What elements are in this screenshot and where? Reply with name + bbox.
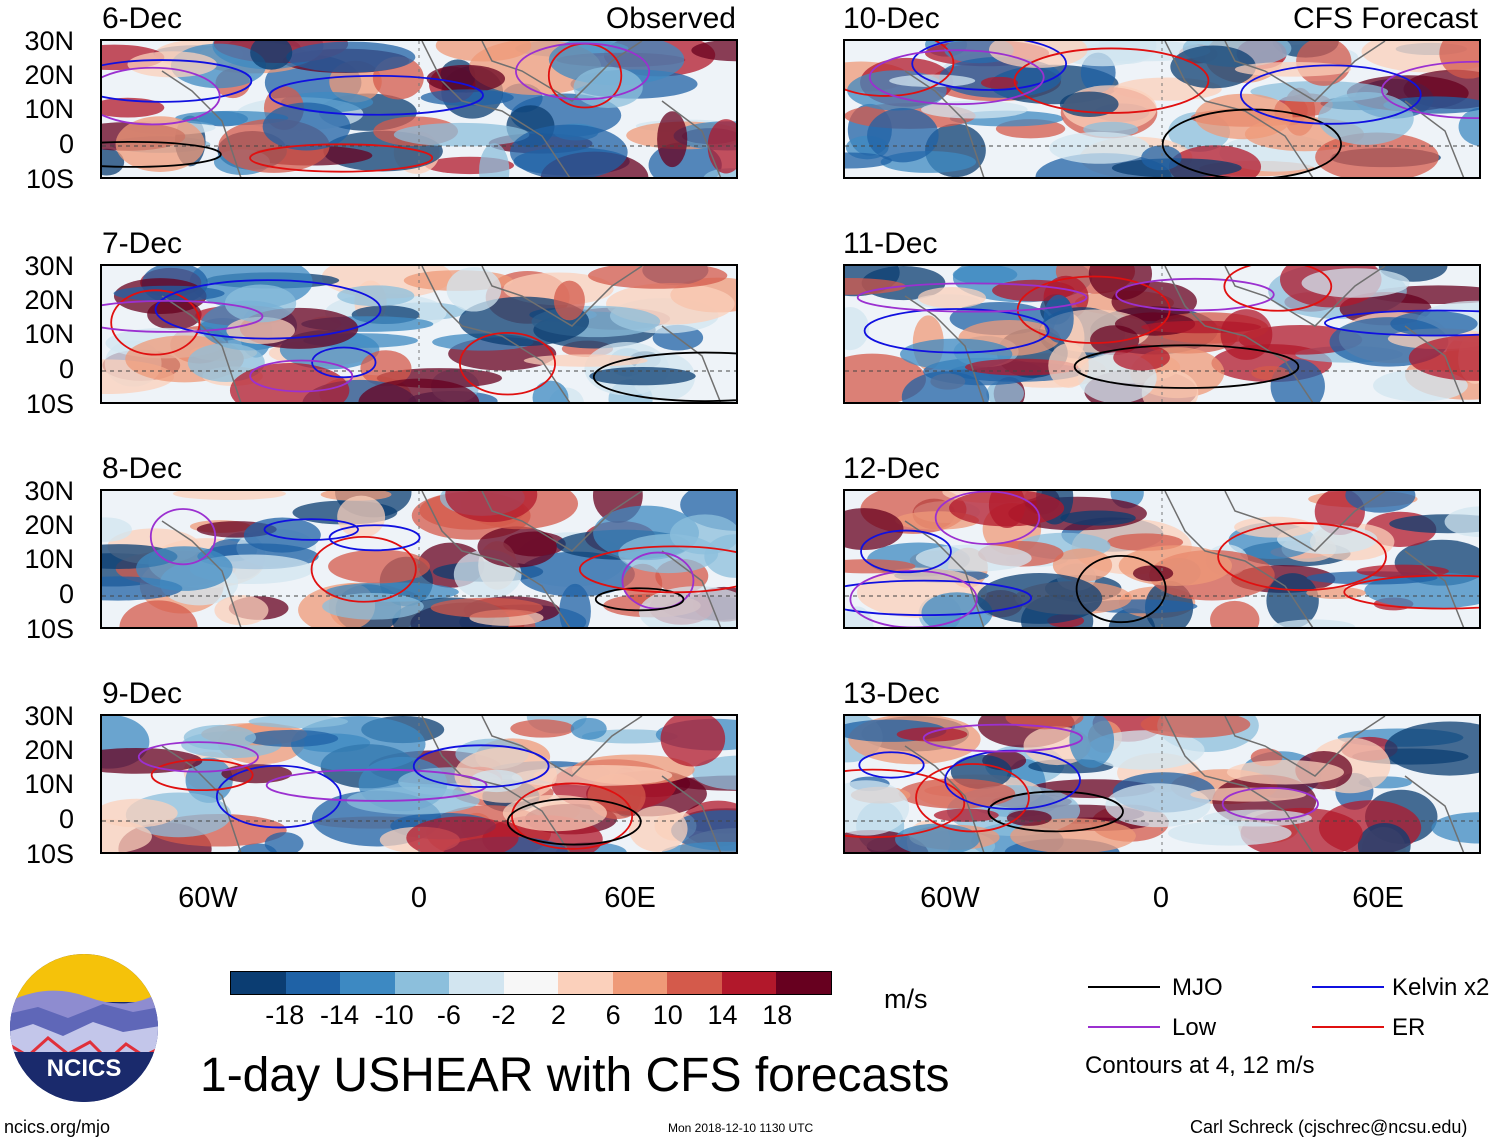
shear-field-9dec: [102, 716, 736, 852]
colorbar-swatch: [612, 972, 668, 994]
legend-line-low: [1088, 1026, 1160, 1028]
map-panel-8dec: [100, 489, 738, 629]
colorbar-swatch: [285, 972, 341, 994]
observed-label: Observed: [605, 2, 736, 35]
lat-label: 10N: [24, 94, 74, 124]
legend-label-er: ER: [1392, 1014, 1426, 1041]
lat-label: 10N: [24, 319, 74, 349]
lat-label: 0: [58, 354, 74, 384]
panel-date-13dec: 13-Dec: [843, 677, 940, 710]
map-panel-12dec: [843, 489, 1481, 629]
panel-date-6dec: 6-Dec: [102, 2, 183, 35]
shear-field-7dec: [102, 266, 736, 402]
website-link[interactable]: ncics.org/mjo: [4, 1117, 111, 1137]
legend-label-low: Low: [1172, 1014, 1217, 1041]
lat-label: 10N: [24, 544, 74, 574]
colorbar-tick-label: 18: [762, 1000, 793, 1030]
lon-label: 60E: [604, 882, 656, 914]
map-panel-7dec: [100, 264, 738, 404]
lat-label: 10S: [25, 389, 74, 419]
lat-label: 20N: [24, 510, 74, 540]
lon-label: 60W: [178, 882, 238, 914]
logo-text: NCICS: [47, 1055, 122, 1082]
contours-note: Contours at 4, 12 m/s: [1085, 1052, 1315, 1079]
colorbar-tick-label: -10: [374, 1000, 414, 1030]
colorbar-tick-label: 2: [550, 1000, 566, 1030]
shear-field-6dec: [102, 41, 736, 177]
lon-label: 0: [410, 882, 428, 914]
lat-label: 10S: [25, 614, 74, 644]
lon-label: 0: [1152, 882, 1170, 914]
colorbar-tick-label: 10: [652, 1000, 683, 1030]
colorbar-swatch: [394, 972, 450, 994]
colorbar-tick-label: -18: [265, 1000, 305, 1030]
colorbar-tick-label: 6: [605, 1000, 621, 1030]
lat-label: 10S: [25, 839, 74, 869]
lat-label: 20N: [24, 60, 74, 90]
timestamp: Mon 2018-12-10 1130 UTC: [668, 1121, 814, 1135]
colorbar-swatch: [449, 972, 504, 994]
lat-label: 30N: [24, 476, 74, 506]
legend-line-er: [1312, 1026, 1384, 1028]
colorbar-tick-label: -2: [491, 1000, 516, 1030]
panel-date-8dec: 8-Dec: [102, 452, 183, 485]
ncics-logo: NCICS: [10, 954, 158, 1102]
panel-date-12dec: 12-Dec: [843, 452, 940, 485]
colorbar-swatch: [503, 972, 559, 994]
shear-field-13dec: [845, 716, 1479, 852]
colorbar-swatch: [667, 972, 722, 994]
lat-label: 20N: [24, 285, 74, 315]
panel-date-9dec: 9-Dec: [102, 677, 183, 710]
colorbar-swatch: [231, 972, 286, 994]
lon-label: 60W: [920, 882, 980, 914]
shear-field-10dec: [845, 41, 1479, 177]
legend-label-mjo: MJO: [1172, 974, 1223, 1001]
lat-label: 0: [58, 579, 74, 609]
colorbar-swatch: [340, 972, 395, 994]
colorbar: [230, 971, 832, 995]
colorbar-tick-label: -6: [436, 1000, 461, 1030]
lat-label: 10S: [25, 164, 74, 194]
forecast-label: CFS Forecast: [1292, 2, 1478, 35]
panel-date-10dec: 10-Dec: [843, 2, 940, 35]
lat-label: 0: [58, 804, 74, 834]
panel-date-7dec: 7-Dec: [102, 227, 183, 260]
figure-title: 1-day USHEAR with CFS forecasts: [200, 1049, 950, 1102]
lat-label: 10N: [24, 769, 74, 799]
map-panel-9dec: [100, 714, 738, 854]
shear-field-8dec: [102, 491, 736, 627]
legend-line-mjo: [1088, 986, 1160, 988]
lon-label: 60E: [1352, 882, 1404, 914]
colorbar-tick-label: -14: [319, 1000, 359, 1030]
map-panel-6dec: [100, 39, 738, 179]
legend-line-kelvin: [1312, 986, 1384, 988]
lat-label: 0: [58, 129, 74, 159]
author-credit: Carl Schreck (cjschrec@ncsu.edu): [1190, 1117, 1468, 1137]
legend-label-kelvin: Kelvin x2: [1392, 974, 1490, 1001]
lat-label: 30N: [24, 701, 74, 731]
colorbar-tick-label: 14: [707, 1000, 738, 1030]
colorbar-swatch: [558, 972, 613, 994]
colorbar-unit: m/s: [884, 984, 928, 1014]
shear-field-11dec: [845, 266, 1479, 402]
lat-label: 30N: [24, 251, 74, 281]
lat-label: 20N: [24, 735, 74, 765]
colorbar-swatch: [776, 972, 832, 994]
map-panel-13dec: [843, 714, 1481, 854]
panel-date-11dec: 11-Dec: [843, 227, 938, 260]
map-panel-10dec: [843, 39, 1481, 179]
colorbar-swatch: [721, 972, 777, 994]
map-panel-11dec: [843, 264, 1481, 404]
shear-field-12dec: [845, 491, 1479, 627]
lat-label: 30N: [24, 26, 74, 56]
